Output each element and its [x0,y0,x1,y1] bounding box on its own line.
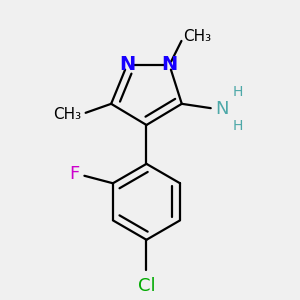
Text: N: N [119,56,135,74]
Text: H: H [232,119,243,133]
Text: CH₃: CH₃ [184,29,212,44]
Text: F: F [69,165,80,183]
Text: N: N [215,100,229,118]
Text: CH₃: CH₃ [53,107,81,122]
Text: N: N [161,56,178,74]
Text: Cl: Cl [138,277,155,295]
Text: H: H [232,85,243,99]
